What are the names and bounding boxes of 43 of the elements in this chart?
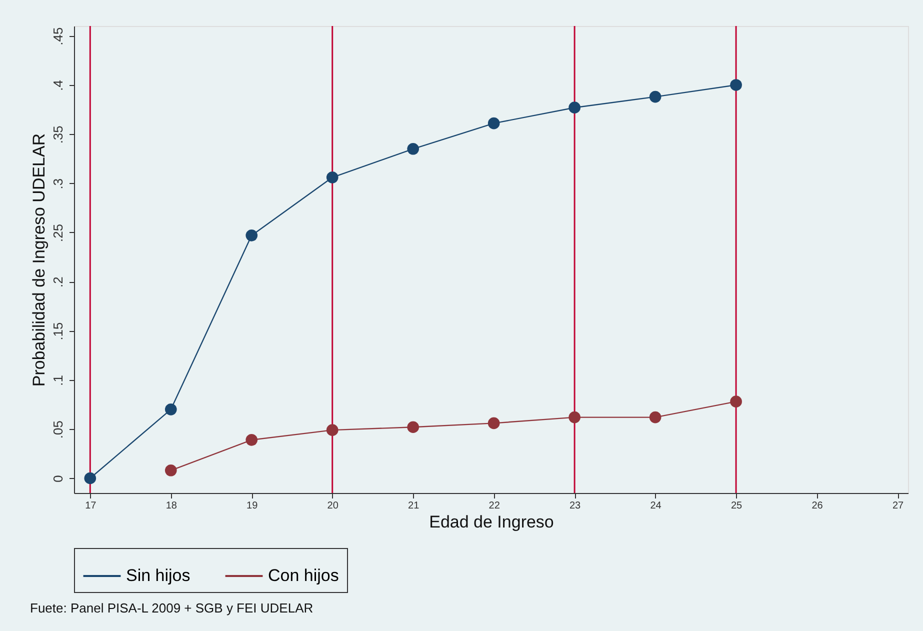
- point: [488, 117, 500, 130]
- y-axis-title: Probabilidad de Ingreso UDELAR: [30, 133, 48, 387]
- point: [407, 142, 420, 155]
- y-tick-label: .45: [50, 27, 66, 46]
- point: [649, 90, 662, 103]
- point: [246, 434, 258, 446]
- x-tick-label: 26: [812, 500, 824, 512]
- point: [407, 421, 420, 434]
- y-tick-label: .3: [50, 178, 66, 190]
- point: [568, 102, 580, 114]
- legend-label: Sin hijos: [126, 566, 190, 585]
- y-tick-label: .15: [50, 322, 66, 340]
- y-tick-label: .2: [50, 276, 66, 288]
- point: [246, 230, 258, 242]
- point: [730, 79, 742, 91]
- y-tick-label: .25: [50, 224, 66, 242]
- x-tick-label: 25: [730, 500, 743, 512]
- x-tick-label: 20: [327, 500, 339, 512]
- y-tick-label: .4: [50, 80, 66, 91]
- x-tick-label: 21: [408, 500, 420, 512]
- y-tick-label: .1: [50, 375, 66, 386]
- x-tick-label: 18: [166, 500, 178, 512]
- x-tick-label: 24: [650, 500, 662, 512]
- y-tick-label: .35: [50, 126, 66, 144]
- x-tick-label: 23: [570, 500, 582, 512]
- x-tick-label: 17: [85, 500, 97, 512]
- x-tick-label: 27: [892, 500, 904, 512]
- x-tick-label: 22: [488, 500, 500, 512]
- y-tick-label: 0: [50, 475, 66, 482]
- point: [326, 172, 338, 184]
- point: [164, 404, 177, 416]
- point: [568, 411, 580, 424]
- point: [649, 411, 662, 424]
- point: [326, 424, 338, 436]
- x-axis-title: Edad de Ingreso: [429, 512, 554, 532]
- text: Fuete: Panel PISA-L 2009 + SGB y FEI UDELAR: [30, 600, 314, 616]
- y-tick-label: .05: [50, 420, 66, 439]
- point: [84, 472, 96, 484]
- point: [164, 464, 177, 476]
- x-tick-label: 19: [246, 500, 258, 512]
- legend-label: Con hijos: [268, 566, 339, 585]
- point: [488, 417, 500, 430]
- point: [730, 396, 742, 408]
